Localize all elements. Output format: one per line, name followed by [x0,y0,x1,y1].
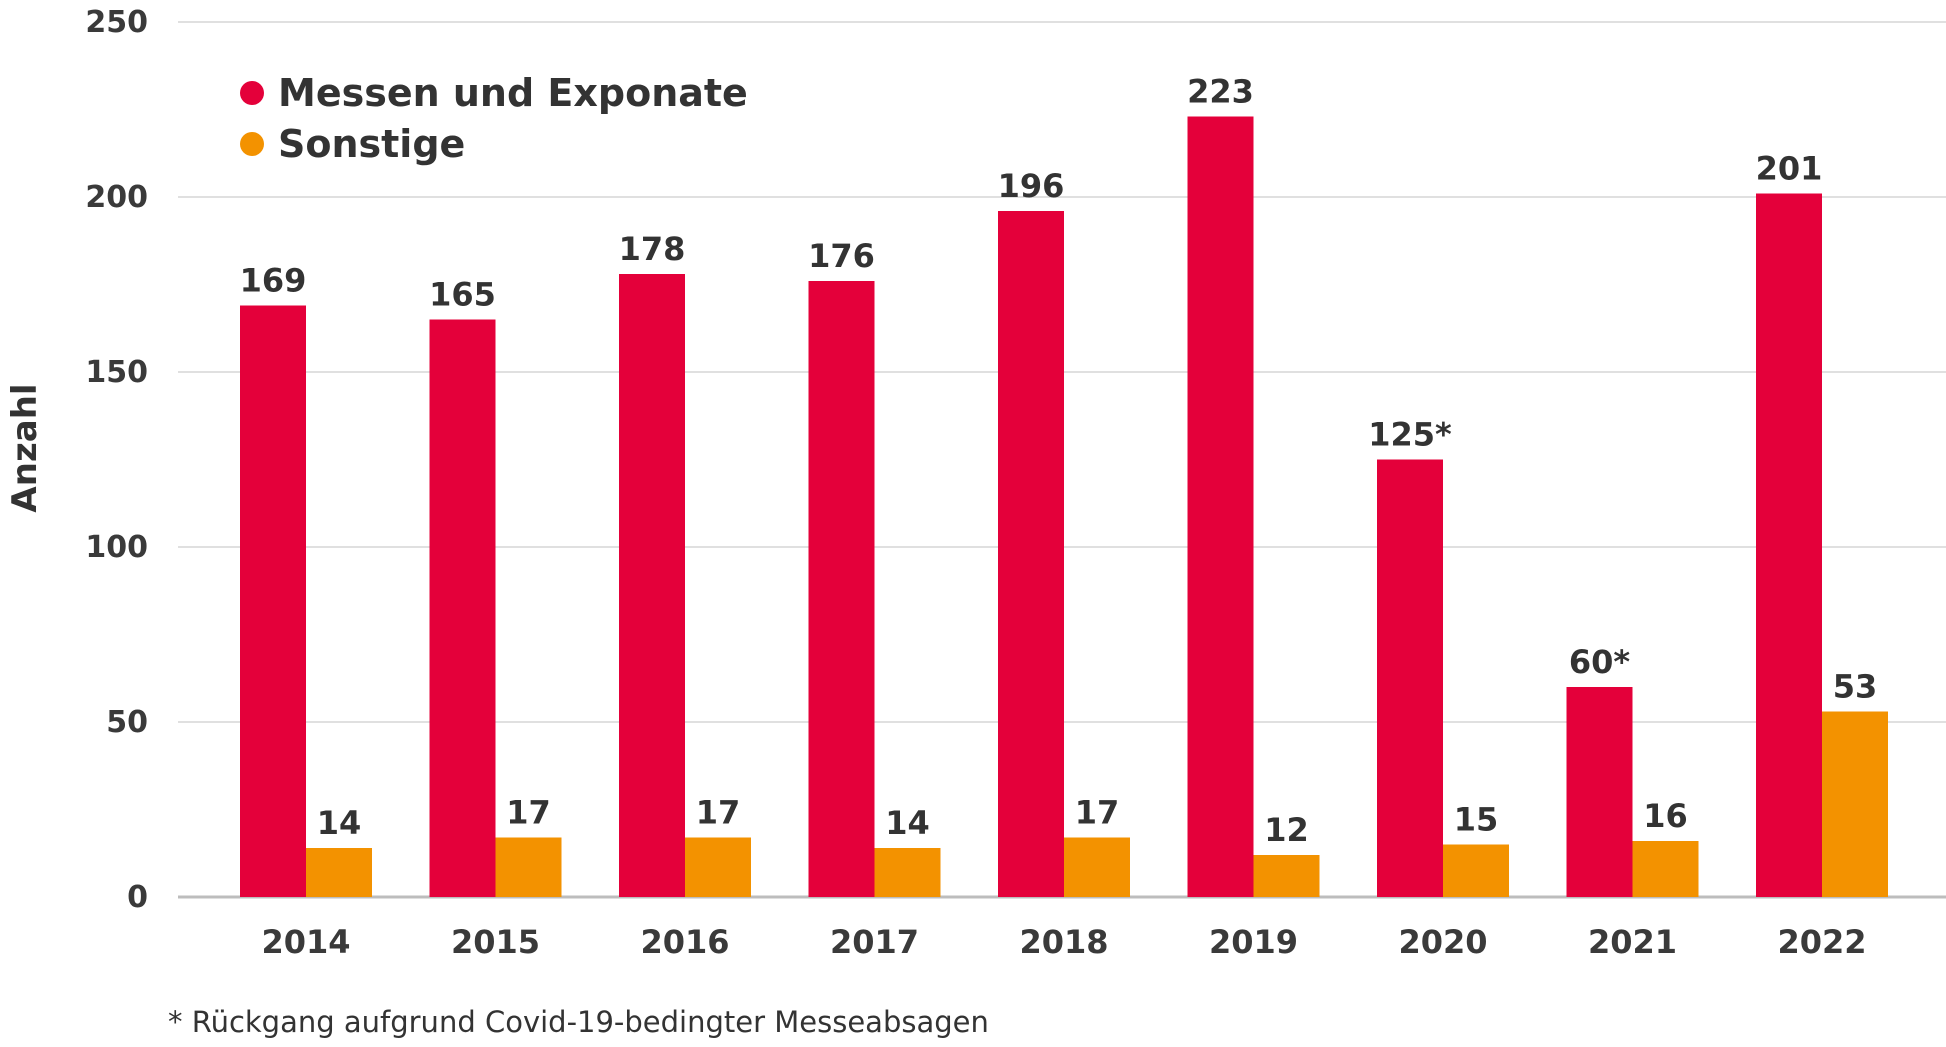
bar-messen [808,281,875,897]
bar-sonstige [685,837,751,897]
x-tick-label: 2015 [451,923,540,961]
x-tick-label: 2017 [830,923,919,961]
legend-label: Messen und Exponate [278,71,748,115]
x-tick-label: 2021 [1588,923,1677,961]
legend: Messen und Exponate Sonstige [240,71,748,166]
data-labels: 169 14 165 17 178 17 176 14 196 17 223 12 125* 15 60* 1… [240,73,1878,850]
data-label: 178 [619,230,686,268]
data-label: 201 [1756,150,1823,188]
bar-messen [1377,459,1443,897]
x-tick-label: 2016 [640,923,729,961]
y-tick-label: 100 [85,530,148,565]
bar-messen [1566,687,1633,897]
bar-sonstige [1822,711,1888,897]
bar-sonstige [495,837,562,897]
data-label: 17 [506,794,551,832]
bar-messen [1187,116,1254,897]
x-tick-label: 2014 [261,923,350,961]
bar-messen [429,319,496,897]
bars [240,116,1888,897]
x-tick-label: 2020 [1398,923,1487,961]
y-axis-label: Anzahl [5,383,45,512]
x-axis-categories: 2014 2015 2016 2017 2018 2019 2020 2021 2022 [261,923,1866,961]
data-label: 14 [317,804,362,842]
legend-label: Sonstige [278,122,465,166]
y-tick-label: 50 [106,705,148,740]
data-label: 12 [1264,811,1309,849]
data-label: 17 [696,794,741,832]
x-tick-label: 2018 [1019,923,1108,961]
y-tick-label: 0 [127,880,148,915]
x-tick-label: 2022 [1777,923,1866,961]
y-tick-label: 250 [85,5,148,40]
data-label: 165 [429,276,496,314]
bar-messen [240,305,306,897]
footnote: * Rückgang aufgrund Covid-19-bedingter M… [168,1005,989,1039]
data-label: 176 [808,237,875,275]
y-tick-label: 150 [85,355,148,390]
data-label: 125* [1368,416,1452,454]
data-label: 169 [240,262,307,300]
data-label: 223 [1187,73,1254,111]
bar-sonstige [1253,855,1320,897]
bar-sonstige [874,848,941,897]
data-label: 196 [998,167,1065,205]
data-label: 15 [1454,801,1499,839]
bar-messen [998,211,1064,897]
bar-sonstige [1064,837,1130,897]
bar-messen [1756,193,1822,897]
legend-marker [240,132,264,156]
data-label: 60* [1569,643,1631,681]
data-label: 53 [1833,668,1878,706]
x-tick-label: 2019 [1209,923,1298,961]
bar-sonstige [1632,841,1699,897]
y-axis-ticks: 0 50 100 150 200 250 [85,5,148,915]
bar-messen [619,274,685,897]
data-label: 16 [1643,797,1688,835]
bar-sonstige [1443,844,1509,897]
data-label: 17 [1075,794,1120,832]
data-label: 14 [885,804,930,842]
y-tick-label: 200 [85,180,148,215]
bar-sonstige [306,848,372,897]
legend-marker [240,81,264,105]
